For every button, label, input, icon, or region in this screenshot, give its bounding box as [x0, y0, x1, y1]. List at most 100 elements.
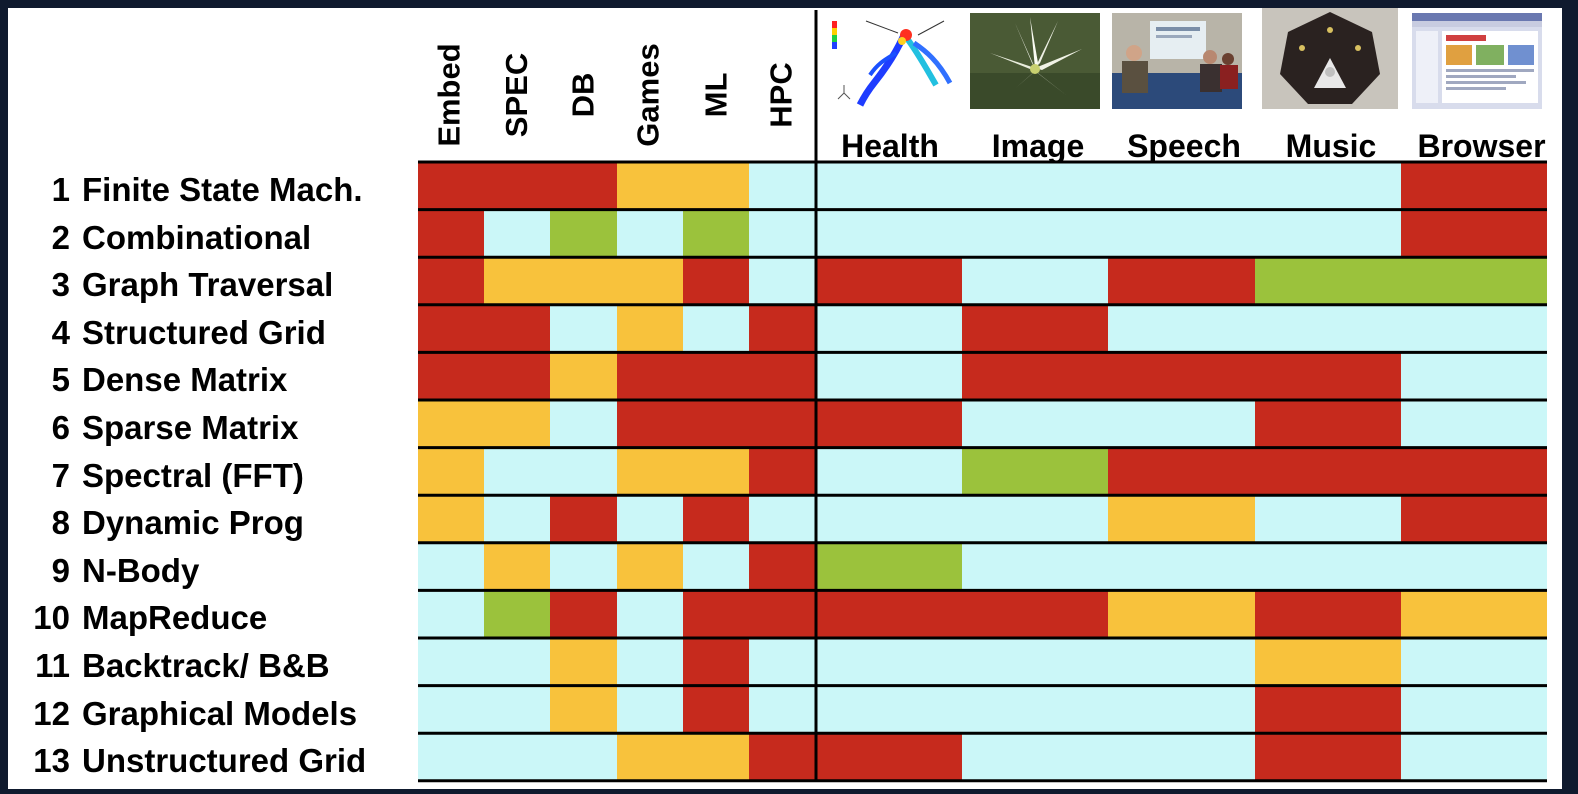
heatmap-cell — [962, 400, 1108, 448]
heatmap-cell — [1255, 447, 1401, 496]
heatmap-cell — [617, 733, 683, 781]
heatmap-cell — [1401, 542, 1547, 591]
heatmap-cell — [1255, 590, 1401, 638]
heatmap-cell — [683, 447, 749, 496]
heatmap-cell — [816, 304, 962, 353]
heatmap-cell — [816, 685, 962, 734]
heatmap-cell — [749, 400, 816, 448]
heatmap-cell — [962, 590, 1108, 638]
heatmap-cell — [1255, 495, 1401, 543]
heatmap-cell — [617, 542, 683, 591]
heatmap-cell — [484, 162, 550, 210]
heatmap-cell — [1401, 209, 1547, 258]
heatmap-cell — [418, 304, 484, 353]
row-label: 7 Spectral (FFT) — [51, 457, 304, 494]
heatmap-cell — [550, 495, 617, 543]
heatmap-cell — [1255, 733, 1401, 781]
heatmap-cell — [816, 352, 962, 400]
heatmap-cell — [1108, 162, 1255, 210]
music-instrument-photo — [1262, 8, 1398, 109]
heatmap-cell — [962, 542, 1108, 591]
heatmap-cell — [816, 495, 962, 543]
heatmap-cell — [418, 685, 484, 734]
heatmap-cell — [550, 257, 617, 305]
heatmap-cell — [418, 590, 484, 638]
heatmap-cell — [683, 352, 749, 400]
heatmap-cell — [749, 733, 816, 781]
heatmap-cell — [550, 162, 617, 210]
heatmap-cell — [1255, 257, 1401, 305]
heatmap-cell — [1108, 733, 1255, 781]
heatmap-cell — [484, 304, 550, 353]
heatmap-cell — [683, 400, 749, 448]
heatmap-cell — [749, 209, 816, 258]
heatmap-cell — [962, 162, 1108, 210]
heatmap-cell — [418, 257, 484, 305]
column-label: Health — [841, 128, 939, 164]
speech-meeting-photo — [1112, 13, 1242, 109]
heatmap-cell — [749, 590, 816, 638]
heatmap-cell — [617, 162, 683, 210]
heatmap-cell — [683, 638, 749, 686]
heatmap-cell — [962, 257, 1108, 305]
heatmap-cell — [816, 209, 962, 258]
heatmap-cell — [749, 352, 816, 400]
heatmap-cell — [962, 209, 1108, 258]
heatmap-cell — [1108, 209, 1255, 258]
heatmap-cell — [418, 352, 484, 400]
row-label: 5 Dense Matrix — [51, 361, 288, 398]
heatmap-cell — [550, 542, 617, 591]
heatmap-cell — [484, 733, 550, 781]
heatmap-cell — [484, 638, 550, 686]
browser-webpage-screenshot — [1412, 13, 1542, 109]
heatmap-cell — [816, 590, 962, 638]
heatmap-cell — [550, 638, 617, 686]
row-label: 8 Dynamic Prog — [51, 504, 304, 541]
heatmap-cell — [749, 162, 816, 210]
heatmap-cell — [1108, 590, 1255, 638]
heatmap-cell — [1108, 542, 1255, 591]
row-label: 6 Sparse Matrix — [51, 409, 299, 446]
heatmap-cell — [683, 257, 749, 305]
heatmap-cell — [418, 209, 484, 258]
heatmap-cell — [1401, 162, 1547, 210]
heatmap-cell — [962, 304, 1108, 353]
heatmap-cell — [418, 733, 484, 781]
heatmap-cell — [816, 542, 962, 591]
heatmap-cell — [683, 162, 749, 210]
heatmap-cell — [1255, 352, 1401, 400]
heatmap-cell — [1401, 733, 1547, 781]
heatmap-cell — [1108, 638, 1255, 686]
heatmap-cell — [418, 400, 484, 448]
heatmap-cell — [617, 352, 683, 400]
heatmap-cell — [683, 209, 749, 258]
heatmap-cell — [749, 257, 816, 305]
heatmap-cell — [816, 257, 962, 305]
heatmap-cell — [418, 162, 484, 210]
heatmap-cell — [962, 733, 1108, 781]
heatmap-cell — [484, 542, 550, 591]
row-label: 2 Combinational — [51, 219, 312, 256]
heatmap-cell — [816, 162, 962, 210]
heatmap-cell — [1108, 352, 1255, 400]
heatmap-cell — [1401, 400, 1547, 448]
row-label: 12 Graphical Models — [33, 695, 358, 732]
heatmap-grid — [418, 10, 1547, 783]
heatmap-cell — [617, 447, 683, 496]
heatmap-cell — [749, 495, 816, 543]
heatmap-cell — [484, 447, 550, 496]
heatmap-cell — [1255, 304, 1401, 353]
heatmap-cell — [749, 638, 816, 686]
heatmap-cell — [550, 352, 617, 400]
heatmap-cell — [617, 638, 683, 686]
heatmap-cell — [1401, 590, 1547, 638]
heatmap-cell — [1255, 400, 1401, 448]
heatmap-cell — [1108, 257, 1255, 305]
heatmap-cell — [550, 447, 617, 496]
heatmap-cell — [962, 638, 1108, 686]
heatmap-cell — [749, 304, 816, 353]
heatmap-cell — [1108, 495, 1255, 543]
column-label: Speech — [1127, 128, 1241, 164]
heatmap-cell — [1108, 685, 1255, 734]
heatmap-cell — [962, 685, 1108, 734]
